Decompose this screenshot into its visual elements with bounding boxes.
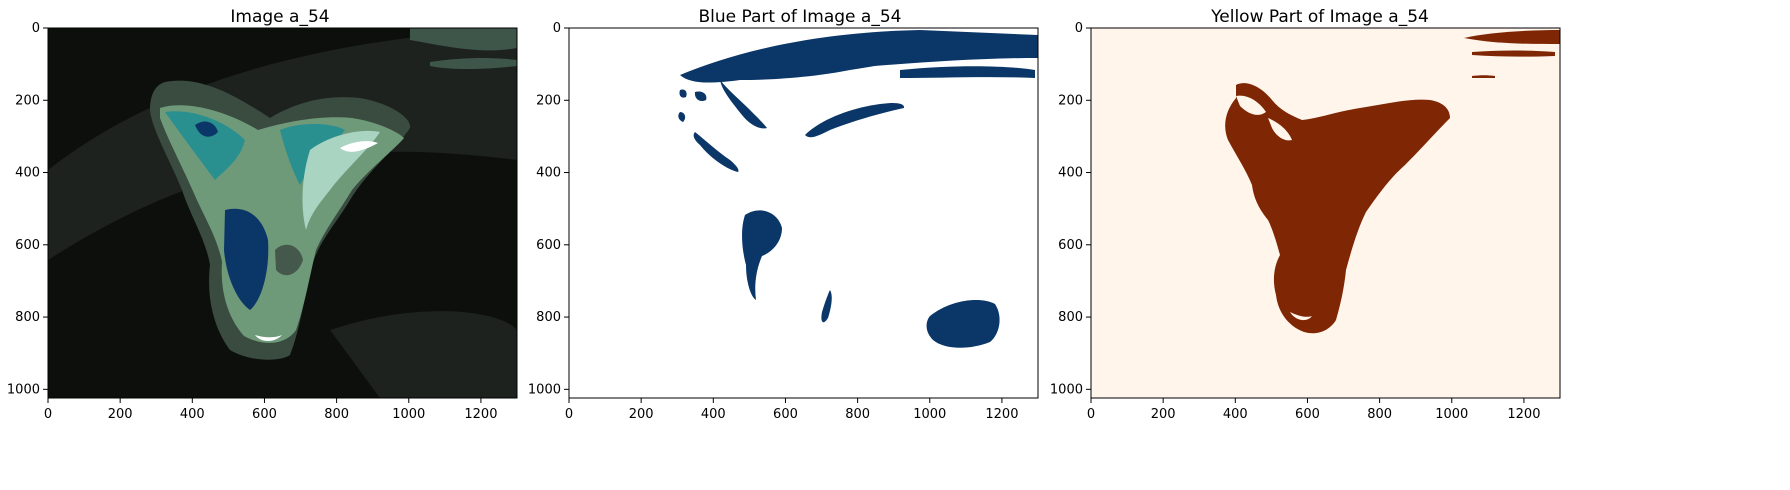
blue-blob: [805, 103, 905, 138]
haze-region: [330, 311, 517, 398]
yellow-hole: [1268, 118, 1292, 141]
yellow-streak: [1464, 30, 1560, 44]
image-yellow: [1091, 28, 1560, 398]
dark-blue-region: [195, 121, 218, 137]
x-tick-label: 800: [324, 407, 349, 422]
blue-blob: [693, 132, 739, 172]
blue-blob: [926, 300, 1000, 348]
yellow-hole: [1236, 95, 1266, 115]
x-tick-label: 200: [1151, 407, 1176, 422]
x-tick-label: 400: [1223, 407, 1248, 422]
x-tick-label: 0: [1087, 407, 1095, 422]
panel-title-original: Image a_54: [230, 7, 330, 27]
axes-yellow: 0 200 400 600 800 1000 1200 0 200 400 600 800 1000: [1050, 21, 1561, 422]
highlight: [255, 335, 282, 342]
y-tick-label: 200: [1058, 93, 1083, 108]
x-tick-label: 200: [629, 407, 654, 422]
x-tick-label: 400: [701, 407, 726, 422]
image-original: [48, 28, 517, 398]
panel-blue: Blue Part of Image a_54 0 200 400 600 800 100…: [520, 0, 1080, 490]
x-tick-label: 600: [252, 407, 277, 422]
x-tick-label: 1200: [985, 407, 1018, 422]
y-tick-label: 800: [15, 310, 40, 325]
axes-blue: 0 200 400 600 800 1000 1200 0 200 400 600 800 1000: [528, 21, 1039, 422]
mint-region: [302, 130, 380, 230]
streak-region: [430, 58, 517, 69]
y-tick-label: 800: [536, 310, 561, 325]
y-tick-label: 600: [536, 238, 561, 253]
x-tick-label: 800: [845, 407, 870, 422]
blue-blob: [742, 210, 782, 300]
x-tick-label: 0: [565, 407, 573, 422]
blue-blob: [720, 80, 767, 129]
y-tick-label: 400: [1058, 166, 1083, 181]
y-tick-label: 0: [1075, 21, 1083, 36]
y-tick-label: 0: [553, 21, 561, 36]
x-tick-label: 400: [180, 407, 205, 422]
axes-frame: [47, 27, 518, 399]
x-tick-label: 1200: [464, 407, 497, 422]
blue-blob: [820, 49, 1038, 70]
streak-region: [410, 28, 517, 51]
x-tick-label: 0: [44, 407, 52, 422]
yellow-streak: [1472, 75, 1495, 78]
blue-blob: [694, 91, 707, 102]
blue-blob: [679, 89, 687, 98]
y-tick-label: 200: [536, 93, 561, 108]
x-tick-label: 1000: [913, 407, 946, 422]
teal-region: [165, 111, 245, 180]
image-blue: [569, 28, 1038, 398]
y-tick-label: 400: [536, 166, 561, 181]
blue-blob: [900, 66, 1035, 78]
grey-green-region: [275, 244, 303, 276]
blue-blob: [821, 290, 832, 323]
x-tick-label: 1000: [1435, 407, 1468, 422]
highlight: [340, 141, 378, 152]
axes-frame: [568, 27, 1039, 399]
dark-blue-region: [224, 208, 269, 310]
x-tick-label: 1200: [1507, 407, 1540, 422]
x-tick-label: 200: [108, 407, 133, 422]
y-tick-label: 1000: [1050, 382, 1083, 397]
x-tick-label: 600: [1295, 407, 1320, 422]
panel-title-yellow: Yellow Part of Image a_54: [1211, 7, 1429, 27]
yellow-region: [1225, 83, 1450, 334]
x-tick-label: 800: [1367, 407, 1392, 422]
y-tick-label: 600: [15, 238, 40, 253]
y-tick-label: 200: [15, 93, 40, 108]
y-tick-label: 800: [1058, 310, 1083, 325]
y-tick-label: 1000: [7, 382, 40, 397]
y-tick-label: 600: [1058, 238, 1083, 253]
y-tick-label: 0: [32, 21, 40, 36]
panel-original: Image a_54 0 200 400 600 800 1000 1200 0 200 400 6…: [0, 0, 560, 490]
axes-original: 0 200 400 600 800 1000 1200 0 200 400 600 800 1000: [7, 21, 518, 422]
y-tick-label: 1000: [528, 382, 561, 397]
x-tick-label: 600: [773, 407, 798, 422]
yellow-streak: [1472, 50, 1555, 57]
axes-frame: [1090, 27, 1561, 399]
x-tick-label: 1000: [392, 407, 425, 422]
panel-title-blue: Blue Part of Image a_54: [698, 7, 902, 27]
panel-yellow: Yellow Part of Image a_54 0 200 400 600 800 1…: [1040, 0, 1600, 490]
y-tick-label: 400: [15, 166, 40, 181]
blue-blob: [678, 112, 686, 122]
yellow-hole: [1290, 312, 1312, 321]
